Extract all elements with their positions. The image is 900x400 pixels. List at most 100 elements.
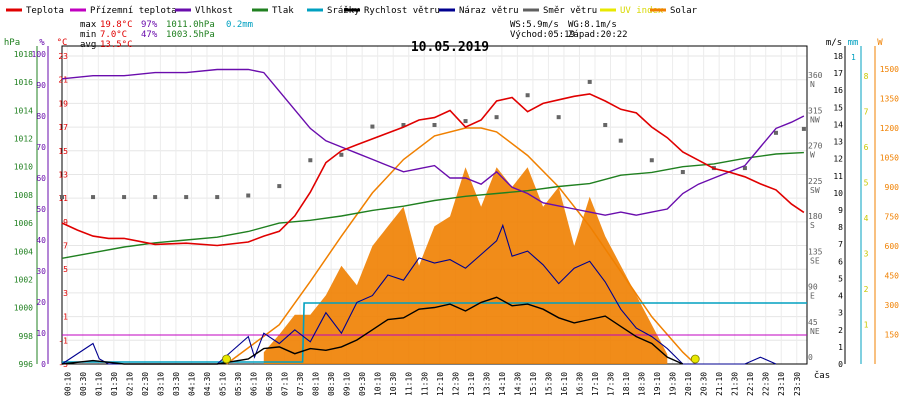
x-tick-label: 16:30 [575, 372, 584, 396]
x-tick-label: 22:10 [746, 372, 755, 396]
wind-direction-point [308, 158, 313, 163]
wind-layer [61, 223, 777, 365]
tick-label-ms: 0 [838, 360, 843, 369]
x-tick-label: 21:10 [715, 372, 724, 396]
x-tick-label: 04:10 [187, 372, 196, 396]
wind-direction-point [339, 152, 344, 157]
legend-label: Solar [670, 6, 698, 16]
x-tick-label: 23:30 [793, 372, 802, 396]
tick-label-uv: 3 [864, 250, 869, 259]
tick-label-pct: 30 [36, 267, 46, 276]
tick-label-ms: 4 [838, 292, 843, 301]
legend-label: Tlak [272, 6, 294, 16]
x-tick-label: 21:30 [731, 372, 740, 396]
chart-title: 10.05.2019 [411, 40, 489, 55]
tick-label-celsius: 5 [63, 265, 68, 274]
tick-label-ms: 8 [838, 223, 843, 232]
x-tick-label: 19:30 [669, 372, 678, 396]
tick-label-hpa: 1016 [14, 78, 33, 87]
x-tick-label: 07:10 [281, 372, 290, 396]
tick-label-celsius: 7 [63, 242, 68, 251]
wind-speed-line [61, 296, 684, 365]
tick-label-pct: 0 [41, 360, 46, 369]
tick-label-dir: 45 [808, 318, 818, 327]
x-tick-label: 10:10 [374, 372, 383, 396]
x-tick-label: 16:10 [560, 372, 569, 396]
x-tick-label: 14:10 [498, 372, 507, 396]
stat-max-hum: 97% [141, 20, 158, 30]
tick-label-dir-compass: E [810, 292, 815, 301]
rain-line [62, 302, 807, 363]
tick-label-dir: 90 [808, 283, 818, 292]
wind-direction-point [587, 79, 592, 84]
tick-label-hpa: 1004 [14, 247, 33, 256]
tick-label-hpa: 1002 [14, 275, 33, 284]
wind-direction-point [184, 195, 189, 200]
x-tick-label: 18:10 [622, 372, 631, 396]
wind-direction-point [680, 170, 685, 174]
wind-direction-point [525, 93, 530, 98]
info-sunset: Západ:20:22 [568, 30, 628, 40]
uv-marker [222, 354, 231, 364]
tick-label-celsius: 19 [58, 99, 68, 108]
stat-max-label: max [80, 20, 97, 30]
tick-label-solar: 1200 [880, 124, 899, 133]
tick-label-dir-compass: NW [810, 115, 820, 124]
tick-label-ms: 15 [833, 103, 843, 112]
tick-label-ms: 18 [833, 52, 843, 61]
tick-label-celsius: -1 [58, 336, 68, 345]
x-tick-label: 07:30 [296, 372, 305, 396]
tick-label-ms: 7 [838, 240, 843, 249]
wind-direction-point [246, 193, 251, 198]
stat-avg-label: avg [80, 40, 96, 50]
tick-label-dir-compass: N [810, 80, 815, 89]
tick-label-dir: 360 [808, 71, 823, 80]
x-tick-label: 15:10 [529, 372, 538, 396]
tick-label-pct: 40 [36, 236, 46, 245]
tick-label-celsius: 23 [58, 52, 68, 61]
tick-label-mm: 1 [851, 53, 856, 62]
x-tick-label: 19:10 [653, 372, 662, 396]
tick-label-pct: 90 [36, 81, 46, 90]
tick-label-dir: 225 [808, 177, 823, 186]
legend-label: Teplota [26, 6, 64, 16]
tick-label-ms: 17 [833, 69, 843, 78]
stat-min-press: 1003.5hPa [166, 30, 215, 40]
tick-label-hpa: 1008 [14, 191, 33, 200]
tick-label-hpa: 1018 [14, 50, 33, 59]
wind-direction-point [122, 195, 127, 200]
x-tick-label: 06:30 [265, 372, 274, 396]
solar-measured-area [263, 167, 668, 364]
tick-label-solar: 300 [885, 301, 900, 310]
wind-direction-point [649, 158, 654, 163]
x-tick-label: 09:30 [358, 372, 367, 396]
humidity-line [61, 68, 805, 216]
x-tick-label: 08:30 [327, 372, 336, 396]
tick-label-solar: 750 [885, 212, 900, 221]
tick-label-ms: 9 [838, 206, 843, 215]
tick-label-solar: 450 [885, 271, 900, 280]
temperature-layer [61, 93, 805, 247]
x-tick-label: 14:30 [513, 372, 522, 396]
tick-label-hpa: 998 [19, 332, 34, 341]
x-tick-label: 05:10 [218, 372, 227, 396]
x-tick-label: 20:30 [700, 372, 709, 396]
tick-label-dir-compass: S [810, 221, 815, 230]
wind-direction-layer [60, 79, 806, 200]
tick-label-ms: 2 [838, 326, 843, 335]
stat-avg-temp: 13.5°C [100, 40, 133, 50]
tick-label-ms: 12 [833, 155, 843, 164]
x-tick-label: 23:10 [777, 372, 786, 396]
tick-label-ms: 16 [833, 86, 843, 95]
tick-label-uv: 1 [864, 321, 869, 330]
x-tick-label: 17:30 [607, 372, 616, 396]
wind-direction-point [401, 123, 406, 127]
stat-max-press: 1011.0hPa [166, 20, 215, 30]
x-tick-label: 11:10 [405, 372, 414, 396]
wind-direction-point [215, 195, 220, 200]
tick-label-ms: 14 [833, 120, 843, 129]
x-tick-label: 03:10 [156, 372, 165, 396]
tick-label-solar: 150 [885, 330, 900, 339]
tick-label-pct: 60 [36, 174, 46, 183]
